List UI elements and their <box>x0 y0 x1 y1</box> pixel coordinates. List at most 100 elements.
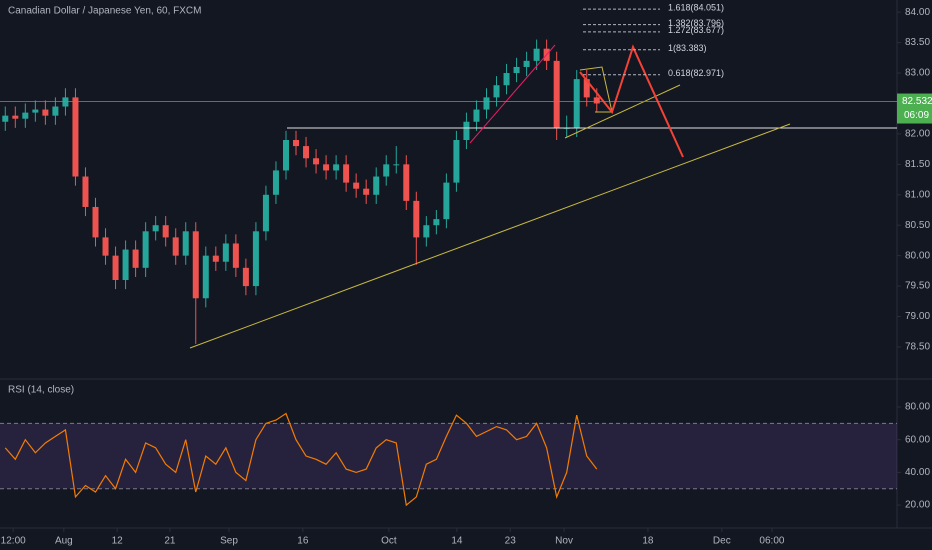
candle-body <box>262 194 269 232</box>
candle-body <box>142 231 149 268</box>
candle-body <box>202 255 209 299</box>
y-tick-label: 82.00 <box>905 129 930 140</box>
candle-body <box>553 60 560 128</box>
candle-body <box>433 219 440 226</box>
x-tick-label: 18 <box>642 536 654 547</box>
fib-label: 1(83.383) <box>668 43 707 53</box>
candle-body <box>453 140 460 183</box>
candle-body <box>583 79 590 98</box>
x-tick-label: Dec <box>713 536 731 547</box>
x-tick-label: Nov <box>555 536 573 547</box>
candle-body <box>152 225 159 232</box>
fib-label: 1.618(84.051) <box>668 2 724 12</box>
candle-body <box>252 231 259 287</box>
candle-body <box>182 231 189 256</box>
candle-body <box>503 73 510 86</box>
candle-body <box>383 164 390 177</box>
candle-body <box>373 176 380 195</box>
candle-body <box>242 267 249 287</box>
candle-body <box>112 255 119 280</box>
candle-body <box>523 60 530 67</box>
candle-body <box>393 164 400 166</box>
x-tick-label: 12 <box>112 536 124 547</box>
candle-body <box>343 164 350 183</box>
indicator-title: RSI (14, close) <box>8 385 74 396</box>
candle-body <box>32 109 39 113</box>
y-tick-label: 83.00 <box>905 68 930 79</box>
y-tick-label: 84.00 <box>905 7 930 18</box>
candle-body <box>232 243 239 268</box>
candle-body <box>293 140 300 147</box>
y-tick-label: 81.00 <box>905 189 930 200</box>
candle-body <box>423 225 430 238</box>
candle-body <box>483 97 490 110</box>
y-tick-label: 80.00 <box>905 250 930 261</box>
candle-body <box>122 249 129 280</box>
last-price-label: 82.532 <box>902 96 932 107</box>
rsi-y-tick-label: 60.00 <box>905 434 930 445</box>
x-tick-label: Aug <box>55 536 73 547</box>
candle-body <box>42 109 49 116</box>
x-tick-label: 16 <box>297 536 309 547</box>
fib-label: 1.272(83.677) <box>668 25 724 35</box>
trend-line <box>189 123 791 349</box>
x-tick-label: 21 <box>164 536 176 547</box>
x-tick-label: 14 <box>451 536 463 547</box>
candle-body <box>363 188 370 195</box>
candle-body <box>22 112 29 119</box>
trend-line <box>564 84 681 139</box>
candle-body <box>593 97 600 104</box>
candle-body <box>62 97 69 107</box>
candle-body <box>92 206 99 238</box>
candle-body <box>72 97 79 177</box>
candle-body <box>473 109 480 122</box>
fib-label: 0.618(82.971) <box>668 68 724 78</box>
candle-body <box>272 170 279 195</box>
rsi-line <box>4 412 598 507</box>
chart-title: Canadian Dollar / Japanese Yen, 60, FXCM <box>8 6 201 17</box>
y-tick-label: 79.00 <box>905 311 930 322</box>
candle-body <box>463 121 470 140</box>
candle-body <box>102 237 109 256</box>
pattern-line <box>579 66 613 113</box>
candle-body <box>192 231 199 299</box>
candle-body <box>2 115 9 122</box>
candle-body <box>303 146 310 159</box>
candle-body <box>313 158 320 165</box>
candle-body <box>323 164 330 171</box>
y-tick-label: 81.50 <box>905 159 930 170</box>
rsi-y-tick-label: 80.00 <box>905 402 930 413</box>
candle-body <box>82 176 89 207</box>
candle-body <box>132 249 139 268</box>
candle-body <box>172 237 179 256</box>
y-tick-label: 80.50 <box>905 220 930 231</box>
candle-body <box>353 182 360 189</box>
trend-line <box>469 44 556 144</box>
candle-body <box>493 85 500 98</box>
x-tick-label: 06:00 <box>759 536 784 547</box>
x-tick-label: Oct <box>381 536 397 547</box>
rsi-y-tick-label: 40.00 <box>905 467 930 478</box>
y-tick-label: 78.50 <box>905 342 930 353</box>
x-tick-label: 12:00 <box>1 536 26 547</box>
last-price-tag <box>897 93 932 124</box>
x-tick-label: 23 <box>505 536 517 547</box>
candle-body <box>333 164 340 171</box>
candle-body <box>403 164 410 201</box>
candle-body <box>212 255 219 262</box>
candle-body <box>513 66 520 74</box>
rsi-band <box>0 423 897 489</box>
fib-label: 1.382(83.796) <box>668 18 724 28</box>
candle-body <box>573 79 580 128</box>
y-tick-label: 83.50 <box>905 37 930 48</box>
marks <box>0 39 897 507</box>
x-tick-label: Sep <box>220 536 238 547</box>
candle-body <box>12 115 19 119</box>
rsi-y-tick-label: 20.00 <box>905 500 930 511</box>
candle-body <box>443 182 450 220</box>
candle-body <box>533 48 540 61</box>
y-tick-label: 79.50 <box>905 281 930 292</box>
candle-body <box>222 243 229 262</box>
